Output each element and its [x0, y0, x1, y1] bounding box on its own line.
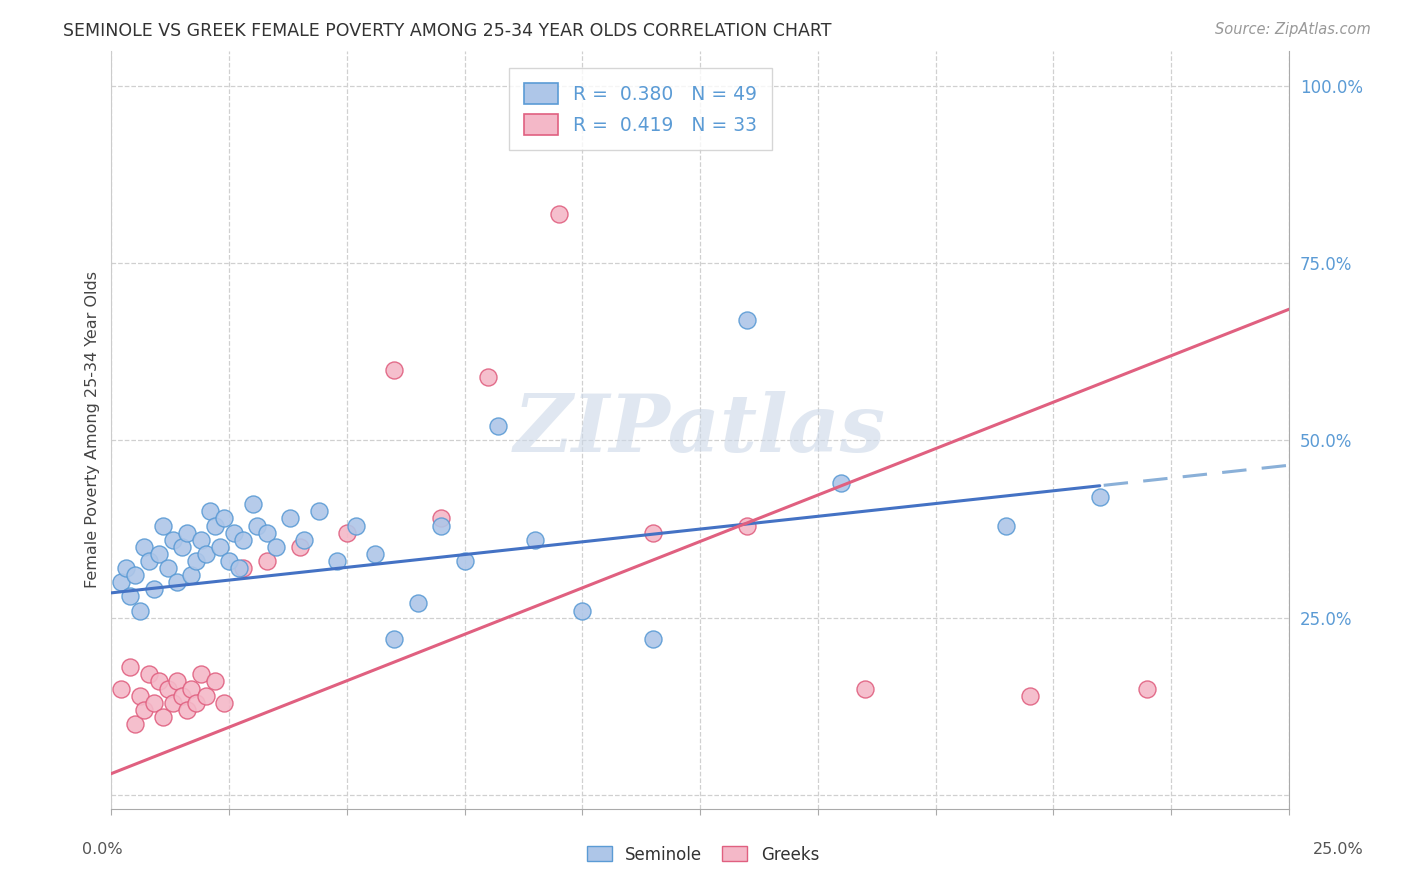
Point [232, 561, 254, 575]
Point [218, 554, 240, 568]
Point [477, 369, 499, 384]
Point [110, 681, 132, 696]
Point [280, 511, 302, 525]
Point [156, 561, 179, 575]
Point [138, 554, 160, 568]
Point [170, 689, 193, 703]
Point [256, 525, 278, 540]
Point [142, 696, 165, 710]
Text: ZIPatlas: ZIPatlas [515, 391, 886, 468]
Point [641, 632, 664, 646]
Point [186, 696, 208, 710]
Point [571, 603, 593, 617]
Point [204, 674, 226, 689]
Point [830, 475, 852, 490]
Point [124, 568, 146, 582]
Point [114, 561, 136, 575]
Point [853, 681, 876, 696]
Point [142, 582, 165, 597]
Point [430, 511, 453, 525]
Point [406, 597, 429, 611]
Point [232, 533, 254, 547]
Point [166, 575, 188, 590]
Point [204, 518, 226, 533]
Point [1136, 681, 1159, 696]
Point [134, 540, 156, 554]
Point [228, 561, 250, 575]
Point [382, 362, 405, 376]
Point [176, 525, 198, 540]
Point [294, 533, 316, 547]
Point [256, 554, 278, 568]
Point [547, 207, 569, 221]
Legend: R =  0.380   N = 49, R =  0.419   N = 33: R = 0.380 N = 49, R = 0.419 N = 33 [509, 68, 772, 151]
Point [194, 547, 217, 561]
Point [162, 696, 184, 710]
Point [120, 660, 142, 674]
Y-axis label: Female Poverty Among 25-34 Year Olds: Female Poverty Among 25-34 Year Olds [86, 271, 100, 589]
Legend: Seminole, Greeks: Seminole, Greeks [581, 839, 825, 871]
Point [190, 533, 212, 547]
Point [176, 703, 198, 717]
Point [735, 313, 758, 327]
Point [308, 504, 330, 518]
Point [214, 511, 236, 525]
Point [344, 518, 367, 533]
Text: Source: ZipAtlas.com: Source: ZipAtlas.com [1215, 22, 1371, 37]
Point [110, 575, 132, 590]
Point [430, 518, 453, 533]
Point [128, 689, 150, 703]
Text: 0.0%: 0.0% [83, 842, 122, 856]
Point [453, 554, 475, 568]
Point [208, 540, 231, 554]
Point [524, 533, 547, 547]
Point [1018, 689, 1040, 703]
Point [194, 689, 217, 703]
Point [186, 554, 208, 568]
Point [190, 667, 212, 681]
Point [246, 518, 269, 533]
Point [288, 540, 311, 554]
Point [152, 710, 174, 724]
Point [264, 540, 287, 554]
Point [152, 518, 174, 533]
Point [641, 525, 664, 540]
Point [486, 419, 509, 434]
Point [162, 533, 184, 547]
Point [222, 525, 245, 540]
Point [180, 568, 202, 582]
Point [124, 717, 146, 731]
Point [166, 674, 188, 689]
Text: SEMINOLE VS GREEK FEMALE POVERTY AMONG 25-34 YEAR OLDS CORRELATION CHART: SEMINOLE VS GREEK FEMALE POVERTY AMONG 2… [63, 22, 832, 40]
Text: 25.0%: 25.0% [1313, 842, 1364, 856]
Point [148, 547, 170, 561]
Point [735, 518, 758, 533]
Point [134, 703, 156, 717]
Point [1090, 490, 1112, 504]
Point [382, 632, 405, 646]
Point [120, 590, 142, 604]
Point [214, 696, 236, 710]
Point [170, 540, 193, 554]
Point [995, 518, 1018, 533]
Point [336, 525, 359, 540]
Point [138, 667, 160, 681]
Point [180, 681, 202, 696]
Point [326, 554, 349, 568]
Point [200, 504, 222, 518]
Point [156, 681, 179, 696]
Point [364, 547, 387, 561]
Point [242, 497, 264, 511]
Point [148, 674, 170, 689]
Point [128, 603, 150, 617]
